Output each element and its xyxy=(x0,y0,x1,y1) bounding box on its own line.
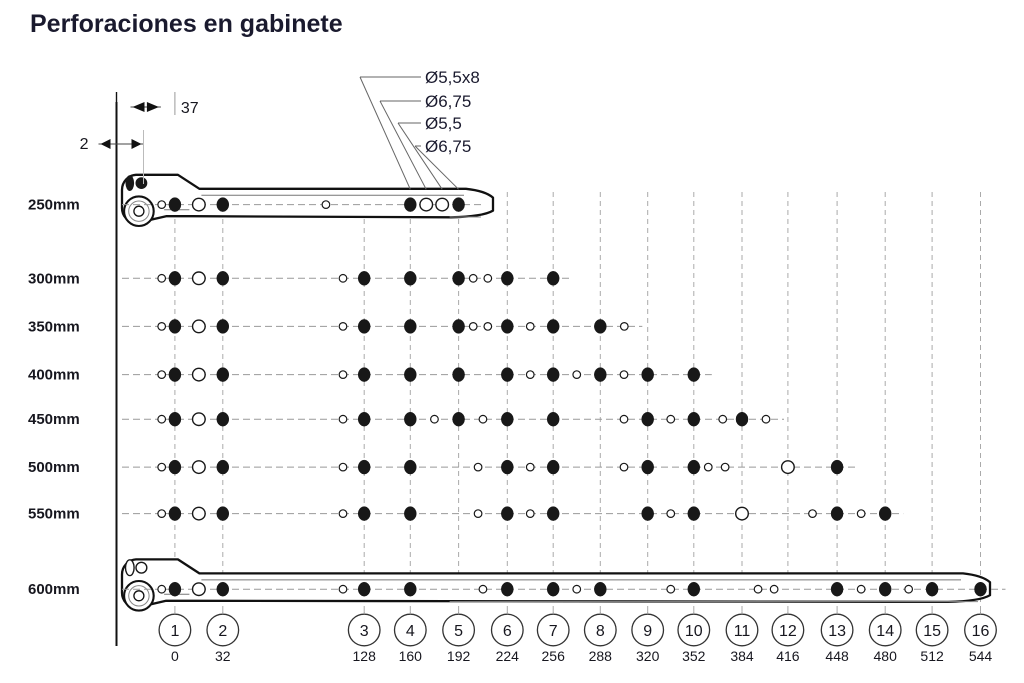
svg-text:500mm: 500mm xyxy=(28,459,80,476)
svg-text:256: 256 xyxy=(542,648,566,664)
svg-text:192: 192 xyxy=(447,648,471,664)
svg-text:384: 384 xyxy=(730,648,754,664)
svg-text:8: 8 xyxy=(596,623,605,640)
svg-text:3: 3 xyxy=(360,623,369,640)
svg-text:11: 11 xyxy=(734,623,751,640)
svg-text:6: 6 xyxy=(503,623,512,640)
svg-text:Ø6,75: Ø6,75 xyxy=(425,92,471,111)
svg-text:300mm: 300mm xyxy=(28,270,80,287)
svg-text:Ø5,5x8: Ø5,5x8 xyxy=(425,68,480,87)
svg-text:5: 5 xyxy=(454,623,463,640)
svg-text:16: 16 xyxy=(972,623,990,640)
svg-text:480: 480 xyxy=(874,648,898,664)
svg-text:0: 0 xyxy=(171,648,179,664)
svg-text:224: 224 xyxy=(496,648,520,664)
svg-text:128: 128 xyxy=(353,648,377,664)
svg-text:1: 1 xyxy=(170,623,179,640)
svg-text:Ø6,75: Ø6,75 xyxy=(425,137,471,156)
svg-text:Ø5,5: Ø5,5 xyxy=(425,114,462,133)
svg-text:9: 9 xyxy=(643,623,652,640)
svg-text:350mm: 350mm xyxy=(28,318,80,335)
svg-text:10: 10 xyxy=(685,623,703,640)
svg-text:37: 37 xyxy=(181,100,199,117)
svg-text:352: 352 xyxy=(682,648,706,664)
svg-text:2: 2 xyxy=(218,623,227,640)
svg-text:7: 7 xyxy=(549,623,558,640)
svg-text:550mm: 550mm xyxy=(28,506,80,523)
svg-text:250mm: 250mm xyxy=(28,197,80,214)
svg-text:4: 4 xyxy=(406,623,415,640)
svg-text:288: 288 xyxy=(589,648,613,664)
svg-text:160: 160 xyxy=(399,648,423,664)
svg-text:13: 13 xyxy=(828,623,846,640)
svg-text:448: 448 xyxy=(825,648,849,664)
svg-text:32: 32 xyxy=(215,648,231,664)
svg-text:400mm: 400mm xyxy=(28,367,80,384)
svg-text:15: 15 xyxy=(923,623,941,640)
svg-text:320: 320 xyxy=(636,648,660,664)
svg-text:12: 12 xyxy=(779,623,797,640)
svg-text:2: 2 xyxy=(80,136,89,153)
svg-text:544: 544 xyxy=(969,648,993,664)
svg-text:416: 416 xyxy=(776,648,800,664)
svg-text:14: 14 xyxy=(876,623,894,640)
svg-text:450mm: 450mm xyxy=(28,411,80,428)
svg-text:512: 512 xyxy=(920,648,944,664)
svg-text:600mm: 600mm xyxy=(28,581,80,598)
